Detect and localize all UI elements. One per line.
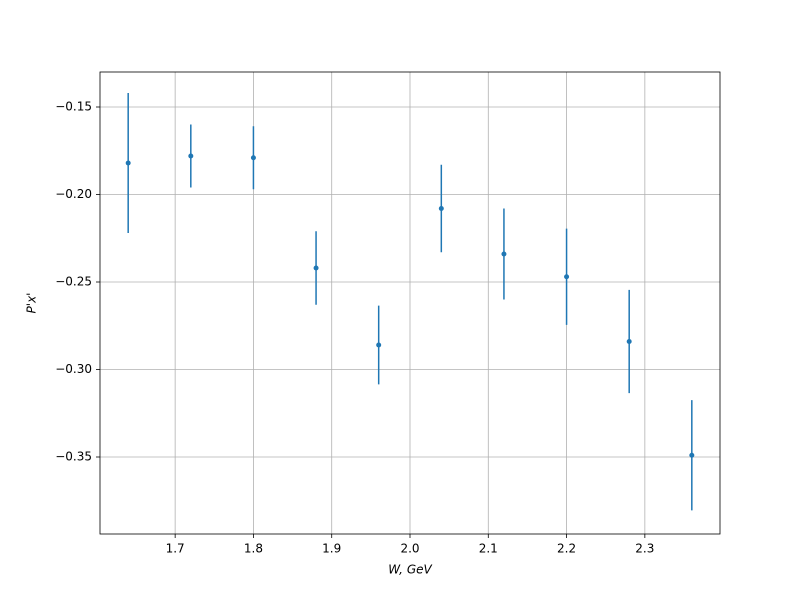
y-axis-label: P'x'	[25, 293, 39, 314]
data-point	[376, 342, 382, 348]
data-point	[438, 206, 444, 211]
x-tick-label: 2.2	[557, 542, 576, 556]
x-tick-label: 2.0	[400, 542, 419, 556]
x-tick-label: 2.3	[635, 542, 654, 556]
x-tick-label: 1.7	[166, 542, 185, 556]
data-point	[501, 251, 507, 257]
y-tick-label: −0.30	[55, 362, 92, 376]
data-point	[313, 265, 319, 271]
x-tick-label: 2.1	[479, 542, 498, 556]
data-point	[689, 452, 695, 458]
data-point	[125, 160, 131, 166]
y-tick-label: −0.20	[55, 187, 92, 201]
y-tick-label: −0.35	[55, 450, 92, 464]
data-point	[626, 339, 632, 344]
data-point	[564, 274, 570, 280]
x-tick-label: 1.9	[322, 542, 341, 556]
plot-frame	[99, 71, 721, 535]
y-tick-label: −0.25	[55, 275, 92, 289]
x-tick-label: 1.8	[244, 542, 263, 556]
data-point	[250, 155, 256, 161]
data-point	[188, 153, 194, 159]
x-axis-label: W, GeV	[388, 563, 432, 577]
y-tick-label: −0.15	[55, 100, 92, 114]
